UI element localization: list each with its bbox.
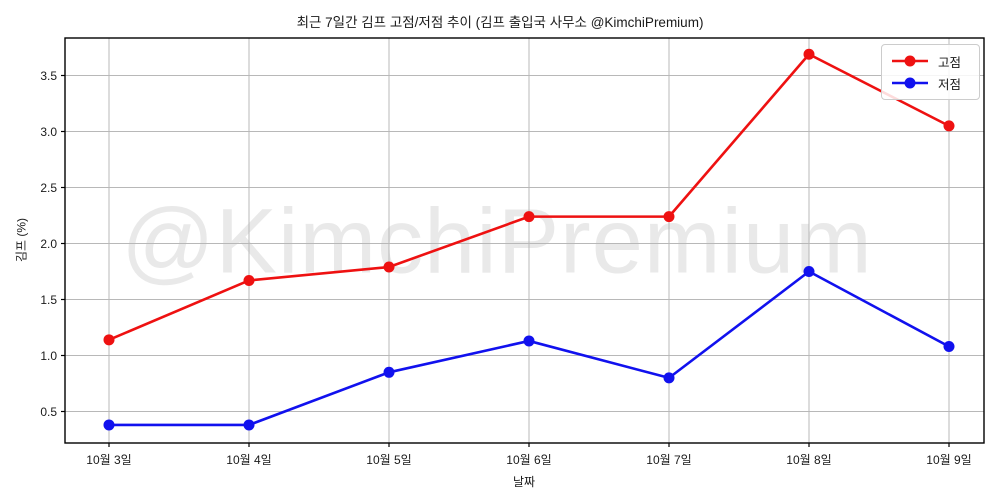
x-tick-label: 10월 9일 — [926, 453, 972, 467]
x-tick-label: 10월 3일 — [86, 453, 132, 467]
x-tick-label: 10월 5일 — [366, 453, 412, 467]
x-tick-label: 10월 4일 — [226, 453, 272, 467]
chart-title: 최근 7일간 김프 고점/저점 추이 (김프 출입국 사무소 @KimchiPr… — [296, 15, 704, 30]
data-point-저점 — [803, 266, 815, 277]
legend-item: 저점 — [891, 72, 971, 94]
data-point-고점 — [523, 211, 535, 223]
y-tick-label: 0.5 — [40, 404, 57, 419]
x-axis-label: 날짜 — [512, 475, 536, 489]
y-tick-label: 1.0 — [40, 348, 57, 363]
data-point-고점 — [243, 274, 255, 286]
y-tick-label: 2.0 — [40, 236, 57, 251]
legend-item: 고점 — [891, 50, 971, 72]
x-tick-label: 10월 8일 — [786, 453, 832, 467]
data-point-저점 — [243, 419, 255, 431]
data-point-고점 — [803, 48, 815, 60]
data-point-저점 — [523, 335, 535, 347]
legend-marker-icon — [892, 55, 928, 67]
x-tick-label: 10월 7일 — [646, 453, 692, 467]
y-tick-label: 3.0 — [40, 124, 57, 139]
data-point-저점 — [943, 341, 955, 353]
data-point-고점 — [383, 261, 395, 273]
y-tick-label: 3.5 — [40, 68, 57, 83]
data-point-저점 — [663, 372, 675, 384]
axes-spines — [64, 37, 985, 444]
x-tick-label: 10월 6일 — [506, 453, 552, 467]
data-point-저점 — [103, 419, 115, 431]
legend-marker-icon — [892, 77, 928, 89]
data-point-저점 — [383, 366, 395, 378]
data-point-고점 — [943, 120, 955, 132]
watermark: @KimchiPremium — [121, 190, 873, 293]
data-point-고점 — [663, 211, 675, 223]
y-tick-label: 1.5 — [40, 292, 57, 307]
legend-label: 고점 — [938, 55, 962, 70]
legend-label: 저점 — [938, 77, 962, 92]
y-tick-label: 2.5 — [40, 180, 57, 195]
data-point-고점 — [103, 334, 115, 346]
